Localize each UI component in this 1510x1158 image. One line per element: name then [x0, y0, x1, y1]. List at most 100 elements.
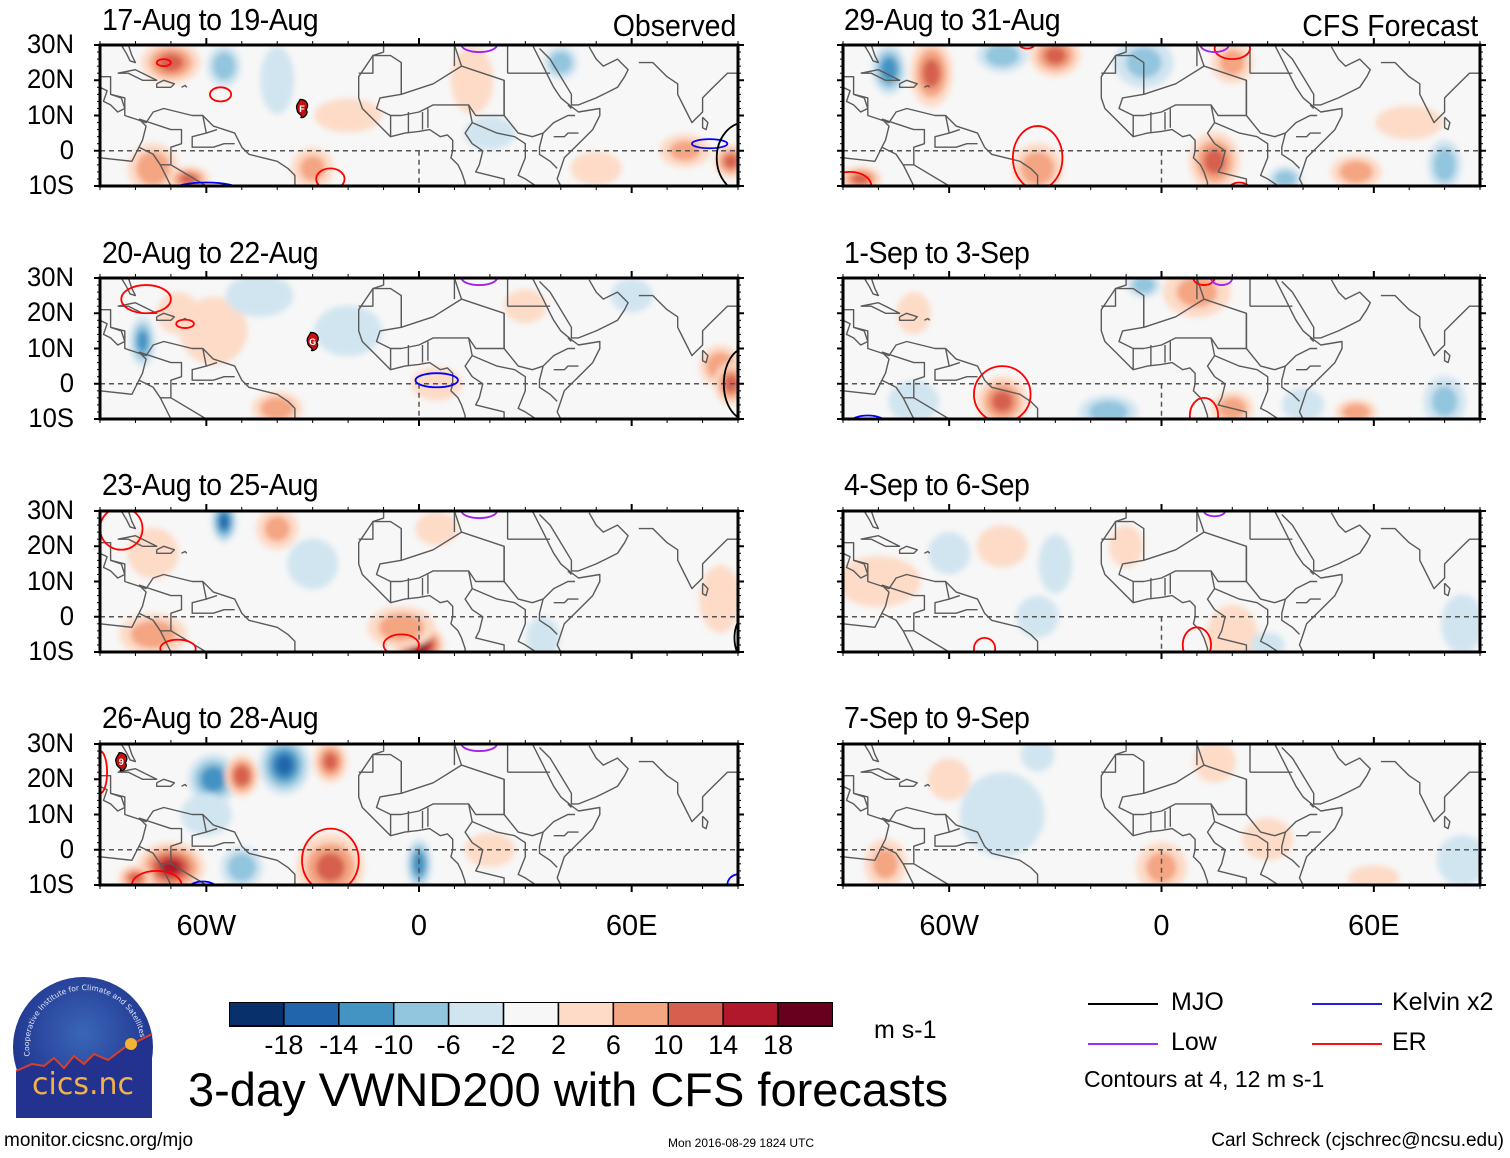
- legend-line-kelvin: [1312, 1003, 1382, 1005]
- legend-label-er: ER: [1392, 1028, 1427, 1056]
- contour-er: [1192, 278, 1216, 286]
- contour-low: [1199, 45, 1230, 53]
- map-panel-7: [837, 504, 1486, 659]
- coastline: [181, 550, 188, 554]
- anomaly-blob: [896, 292, 931, 335]
- coastline: [593, 892, 597, 903]
- coastline: [843, 552, 869, 579]
- anomaly-blob: [225, 278, 294, 317]
- coastline: [383, 511, 385, 512]
- anomaly-blob: [872, 848, 899, 880]
- coastline: [181, 84, 188, 88]
- wave-contours: [100, 511, 738, 652]
- anomaly-blob: [880, 56, 898, 83]
- anomaly-blob: [1109, 525, 1144, 568]
- coastline: [539, 745, 629, 805]
- colorbar-tick-label: 6: [605, 1030, 621, 1060]
- coastline: [539, 279, 629, 339]
- coastline: [1245, 779, 1318, 837]
- lat-label: 20N: [26, 763, 74, 794]
- coastline: [159, 397, 172, 419]
- anomaly-blob: [1431, 386, 1458, 417]
- contour-kelvin-x2: [691, 138, 729, 150]
- coastline: [944, 581, 961, 600]
- logo-sun-icon: [125, 1038, 137, 1050]
- coastline: [1196, 278, 1205, 300]
- panel-title-1: 17-Aug to 19-Aug: [102, 2, 319, 37]
- anomaly-blob: [570, 151, 622, 186]
- coastline: [1281, 365, 1300, 402]
- lat-label: 20N: [26, 297, 74, 328]
- colorbar-tick-label: 2: [550, 1030, 566, 1060]
- tropical-cyclone-icon: 9: [115, 751, 128, 772]
- lat-label: 10N: [26, 565, 74, 596]
- lat-label: 10S: [28, 636, 74, 666]
- coastline: [156, 545, 176, 554]
- colorbar-tick-label: -18: [264, 1030, 304, 1060]
- coastline: [1214, 842, 1248, 885]
- anomaly-blob: [699, 565, 738, 633]
- coastline: [120, 45, 137, 64]
- coastline: [358, 744, 466, 885]
- coastline: [1197, 267, 1275, 274]
- coastline: [531, 45, 601, 186]
- anomaly-blob: [1132, 278, 1156, 294]
- anomaly-blob: [1146, 852, 1177, 883]
- coastline: [1101, 287, 1216, 378]
- legend-line-low: [1088, 1043, 1158, 1045]
- colorbar-swatch: [777, 1002, 833, 1027]
- footer-url[interactable]: monitor.cicsnc.org/mjo: [4, 1130, 194, 1151]
- lat-label: 10S: [28, 869, 74, 899]
- coastline: [1196, 511, 1205, 533]
- coastline: [401, 531, 505, 583]
- anomaly-blob: [1433, 147, 1456, 182]
- coastline: [471, 842, 505, 885]
- panel-title-4: 26-Aug to 28-Aug: [102, 700, 319, 735]
- coastline: [138, 584, 183, 632]
- coastline: [156, 79, 176, 88]
- coastline: [1196, 744, 1205, 766]
- coastline: [471, 376, 505, 419]
- coastline: [902, 164, 915, 186]
- coastline: [100, 552, 126, 579]
- coastline: [1380, 294, 1480, 357]
- main-title: 3-day VWND200 with CFS forecasts: [188, 1063, 949, 1116]
- coastline: [191, 831, 235, 847]
- coastline: [138, 817, 183, 865]
- coastline: [1281, 512, 1371, 572]
- coastline: [567, 570, 572, 575]
- coastline: [1100, 45, 1209, 186]
- coastline: [863, 45, 880, 64]
- anomaly-field: [843, 525, 1480, 652]
- coastline: [1100, 511, 1209, 652]
- coastline: [1143, 65, 1248, 117]
- anomaly-blob: [1219, 49, 1246, 76]
- coastline: [701, 349, 709, 364]
- coastline: [843, 785, 869, 812]
- coastline: [860, 535, 901, 547]
- coastline: [701, 116, 709, 131]
- footer-author: Carl Schreck (cjschrec@ncsu.edu): [1211, 1130, 1504, 1151]
- colorbar-tick-label: -10: [374, 1030, 414, 1060]
- anomaly-blob: [1038, 534, 1073, 594]
- coastline: [944, 115, 961, 134]
- coastline: [913, 397, 950, 419]
- panel-title-8: 7-Sep to 9-Sep: [844, 700, 1030, 735]
- coastline: [453, 278, 463, 300]
- lat-label: 30N: [26, 728, 74, 758]
- coastline: [100, 319, 126, 346]
- coastline: [453, 45, 463, 67]
- coastline: [1281, 598, 1300, 635]
- map-panel-2: G: [94, 271, 744, 426]
- coastline: [170, 397, 207, 419]
- anomaly-blob: [412, 851, 426, 877]
- coastline: [1309, 104, 1315, 109]
- coastline: [454, 34, 532, 41]
- coastline: [924, 317, 931, 321]
- anomaly-blob: [323, 752, 338, 771]
- anomaly-blob: [260, 46, 295, 115]
- contour-low: [460, 45, 498, 53]
- contour-er: [315, 167, 346, 186]
- anomaly-blob: [219, 514, 229, 529]
- anomaly-blob: [180, 793, 232, 836]
